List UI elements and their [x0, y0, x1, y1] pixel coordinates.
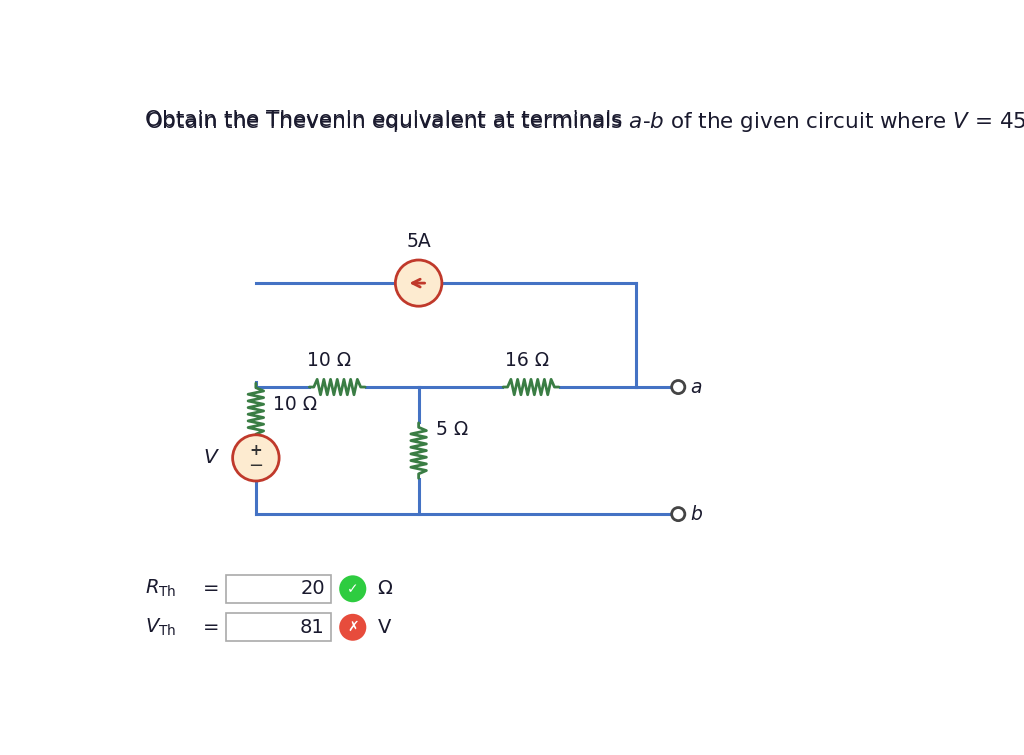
Text: 20: 20 [300, 579, 325, 598]
Bar [226, 575, 331, 602]
Circle shape [395, 260, 442, 307]
Text: ✓: ✓ [347, 582, 358, 596]
Text: 81: 81 [300, 618, 325, 636]
Circle shape [672, 381, 685, 393]
Text: ✗: ✗ [347, 621, 358, 634]
Text: +: + [250, 443, 262, 458]
Text: V: V [378, 618, 391, 636]
Bar [226, 613, 331, 641]
Text: =: = [203, 618, 220, 636]
Circle shape [232, 435, 280, 481]
Circle shape [339, 614, 367, 641]
Text: =: = [203, 579, 220, 598]
Text: 10 Ω: 10 Ω [307, 351, 351, 370]
Text: Obtain the Thevenin equivalent at terminals: Obtain the Thevenin equivalent at termin… [145, 109, 630, 130]
Text: $R_{\mathregular{Th}}$: $R_{\mathregular{Th}}$ [145, 578, 176, 599]
Circle shape [339, 575, 367, 602]
Text: Obtain the Thevenin equivalent at terminals $a\text{-}b$ of the given circuit wh: Obtain the Thevenin equivalent at termin… [145, 109, 1024, 134]
Text: Ω: Ω [378, 579, 392, 598]
Text: 5A: 5A [407, 232, 431, 251]
Text: b: b [690, 504, 701, 524]
Text: 10 Ω: 10 Ω [273, 396, 317, 414]
Text: −: − [248, 457, 263, 475]
Text: $V_{\mathregular{Th}}$: $V_{\mathregular{Th}}$ [145, 617, 176, 638]
Text: a: a [690, 378, 701, 396]
Text: 16 Ω: 16 Ω [505, 351, 549, 370]
Circle shape [672, 507, 685, 521]
Text: 5 Ω: 5 Ω [435, 420, 468, 439]
Text: V: V [204, 448, 217, 467]
